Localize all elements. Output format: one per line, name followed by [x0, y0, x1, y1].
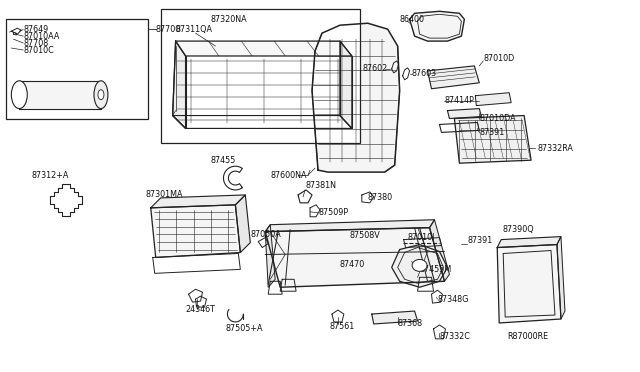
- Polygon shape: [392, 244, 447, 287]
- Text: 87414P: 87414P: [444, 96, 474, 105]
- Polygon shape: [497, 244, 561, 323]
- Polygon shape: [497, 237, 561, 247]
- Polygon shape: [265, 225, 275, 287]
- Text: 87348G: 87348G: [438, 295, 469, 304]
- Text: 87455M: 87455M: [420, 265, 452, 274]
- Text: 87010C: 87010C: [23, 45, 54, 55]
- Polygon shape: [372, 311, 417, 324]
- Text: 87505+A: 87505+A: [225, 324, 263, 333]
- Text: 87312+A: 87312+A: [31, 171, 68, 180]
- Text: 24346T: 24346T: [186, 305, 216, 314]
- Polygon shape: [175, 41, 352, 56]
- Text: 87050A: 87050A: [250, 230, 281, 239]
- Bar: [161, 9, 360, 143]
- Polygon shape: [19, 81, 101, 109]
- Ellipse shape: [98, 90, 104, 100]
- Text: 87381N: 87381N: [305, 180, 336, 189]
- Text: 87010I: 87010I: [408, 233, 435, 242]
- Bar: [6, 19, 148, 119]
- Text: 87455: 87455: [211, 156, 236, 165]
- Text: 87391: 87391: [479, 128, 504, 137]
- Text: 87508V: 87508V: [350, 231, 381, 240]
- Text: 87320NA: 87320NA: [211, 15, 247, 24]
- Text: 87368: 87368: [397, 320, 423, 328]
- Polygon shape: [410, 11, 465, 41]
- Text: 87470: 87470: [340, 260, 365, 269]
- Polygon shape: [151, 205, 241, 257]
- Text: 87380: 87380: [368, 193, 393, 202]
- Polygon shape: [428, 66, 479, 89]
- Text: 87700: 87700: [156, 25, 181, 34]
- Text: 87311QA: 87311QA: [175, 25, 212, 34]
- Text: 87390Q: 87390Q: [502, 225, 534, 234]
- Ellipse shape: [12, 81, 28, 109]
- Polygon shape: [340, 41, 352, 128]
- Text: 87561: 87561: [330, 323, 355, 331]
- Text: 87332RA: 87332RA: [537, 144, 573, 153]
- Polygon shape: [151, 195, 245, 208]
- Text: 87600NA: 87600NA: [270, 171, 307, 180]
- Text: 87602: 87602: [363, 64, 388, 73]
- Text: 87010DA: 87010DA: [479, 114, 516, 123]
- Polygon shape: [312, 23, 399, 172]
- Text: R87000RE: R87000RE: [507, 332, 548, 341]
- Polygon shape: [454, 116, 531, 163]
- Polygon shape: [173, 41, 186, 128]
- Text: 87708: 87708: [23, 39, 49, 48]
- Text: 87603: 87603: [412, 69, 436, 78]
- Text: 87332C: 87332C: [440, 332, 470, 341]
- Polygon shape: [265, 220, 435, 232]
- Polygon shape: [236, 195, 250, 253]
- Text: 87010D: 87010D: [483, 54, 515, 64]
- Text: 87010AA: 87010AA: [23, 32, 60, 41]
- Polygon shape: [557, 237, 565, 319]
- Polygon shape: [429, 220, 449, 281]
- Text: 87301MA: 87301MA: [146, 190, 183, 199]
- Text: 87509P: 87509P: [318, 208, 348, 217]
- Ellipse shape: [94, 81, 108, 109]
- Text: 87649: 87649: [23, 25, 49, 34]
- Ellipse shape: [412, 259, 427, 271]
- Polygon shape: [265, 228, 444, 287]
- Text: 87391: 87391: [467, 236, 493, 245]
- Polygon shape: [447, 109, 481, 119]
- Polygon shape: [476, 93, 511, 106]
- Text: 86400: 86400: [399, 15, 425, 24]
